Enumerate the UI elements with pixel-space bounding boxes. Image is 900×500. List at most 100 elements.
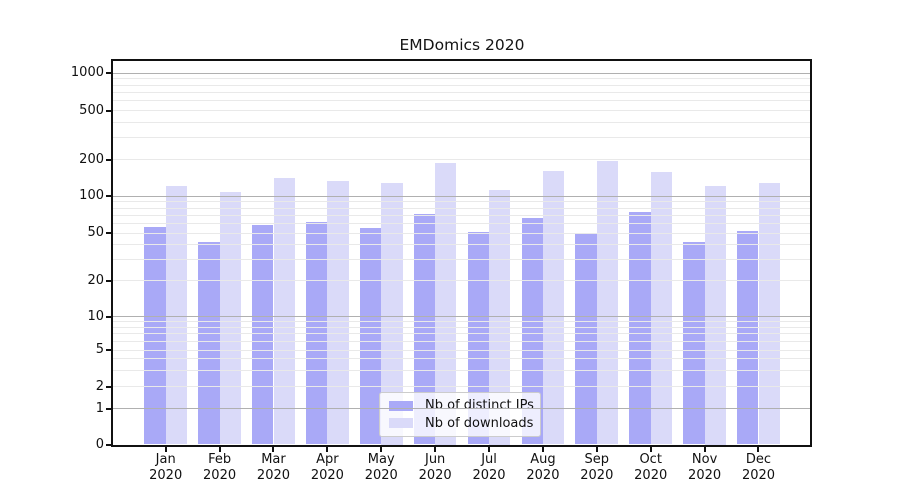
gridline-80	[113, 207, 810, 209]
ytick-mark-50	[106, 232, 111, 235]
xtick-label-dec: Dec 2020	[718, 452, 798, 483]
gridline-1000	[113, 72, 810, 74]
xtick-month: Jun	[424, 452, 446, 467]
xtick-label-sep: Sep 2020	[557, 452, 637, 483]
xtick-month: May	[367, 452, 395, 467]
ytick-label-200: 200	[79, 151, 104, 167]
xtick-label-oct: Oct 2020	[611, 452, 691, 483]
xtick-mark-dec	[757, 447, 760, 452]
xtick-mark-may	[380, 447, 383, 452]
gridline-7	[113, 333, 810, 335]
ytick-mark-0	[106, 444, 111, 446]
gridline-6	[113, 340, 810, 342]
bar-mar-distinct-ips	[252, 225, 274, 445]
gridline-9	[113, 321, 810, 323]
gridline-90	[113, 201, 810, 203]
xtick-mark-feb	[218, 447, 221, 452]
bar-oct-distinct-ips	[629, 212, 651, 445]
ytick-mark-1	[106, 407, 111, 410]
bar-jan-downloads	[165, 186, 188, 445]
xtick-label-feb: Feb 2020	[180, 452, 260, 483]
gridline-30	[113, 259, 810, 261]
xtick-label-jul: Jul 2020	[449, 452, 529, 483]
xtick-mark-jul	[488, 447, 491, 452]
ytick-mark-100	[106, 195, 111, 197]
bar-oct-downloads	[650, 171, 673, 445]
ytick-label-0: 0	[95, 437, 104, 452]
bar-dec-downloads	[758, 182, 780, 445]
bar-jul-distinct-ips	[467, 232, 489, 445]
xtick-label-nov: Nov 2020	[665, 452, 745, 483]
bar-jul-downloads	[489, 190, 511, 445]
xtick-year: 2020	[526, 467, 560, 483]
gridline-10	[113, 316, 810, 318]
ytick-label-20: 20	[87, 272, 104, 288]
ytick-label-500: 500	[79, 102, 104, 118]
xtick-mark-aug	[541, 447, 544, 452]
xtick-mark-apr	[326, 447, 329, 452]
bar-feb-distinct-ips	[198, 242, 220, 445]
xtick-month: Jan	[155, 452, 176, 467]
xtick-year: 2020	[310, 467, 344, 483]
xtick-year: 2020	[634, 467, 668, 483]
bar-may-downloads	[381, 183, 403, 445]
bar-sep-distinct-ips	[575, 233, 597, 445]
bar-jan-distinct-ips	[144, 227, 166, 445]
xtick-year: 2020	[364, 467, 398, 483]
bar-nov-distinct-ips	[683, 242, 705, 445]
xtick-label-apr: Apr 2020	[287, 452, 367, 483]
xtick-month: Aug	[530, 452, 556, 467]
xtick-month: Mar	[261, 452, 286, 467]
legend-label-downloads: Nb of downloads	[425, 415, 534, 431]
bar-dec-distinct-ips	[737, 231, 759, 445]
gridline-60	[113, 222, 810, 224]
gridline-4	[113, 358, 810, 360]
xtick-mark-sep	[595, 447, 598, 452]
bar-apr-downloads	[327, 181, 349, 445]
xtick-month: Dec	[745, 452, 772, 467]
ytick-mark-20	[106, 279, 111, 282]
ytick-label-10: 10	[87, 308, 104, 324]
xtick-year: 2020	[149, 467, 183, 483]
chart-title: EMDomics 2020	[399, 36, 525, 54]
ytick-mark-1000	[106, 72, 111, 75]
ytick-label-1: 1	[95, 400, 104, 416]
bar-feb-downloads	[219, 191, 241, 445]
gridline-40	[113, 244, 810, 246]
ytick-mark-5	[106, 349, 111, 351]
legend-swatch-downloads	[389, 418, 413, 429]
gridline-50	[113, 232, 810, 234]
xtick-label-jun: Jun 2020	[395, 452, 475, 483]
xtick-month: Oct	[639, 452, 662, 467]
gridline-800	[113, 84, 810, 86]
ytick-mark-2	[106, 385, 111, 388]
xtick-year: 2020	[418, 467, 452, 483]
xtick-mark-jun	[434, 447, 437, 452]
gridline-20	[113, 280, 810, 282]
xtick-year: 2020	[741, 467, 776, 483]
bar-sep-downloads	[596, 161, 619, 445]
gridline-5	[113, 349, 810, 351]
gridline-100	[113, 195, 810, 197]
legend: Nb of distinct IPs Nb of downloads	[379, 392, 541, 437]
bar-aug-downloads	[542, 171, 565, 445]
ytick-label-5: 5	[95, 342, 104, 357]
xtick-year: 2020	[580, 467, 614, 483]
ytick-label-2: 2	[95, 378, 104, 394]
gridline-300	[113, 137, 810, 139]
xtick-month: Apr	[316, 452, 339, 467]
gridline-8	[113, 326, 810, 328]
bar-aug-distinct-ips	[521, 217, 543, 445]
gridline-900	[113, 78, 810, 80]
gridline-200	[113, 159, 810, 160]
xtick-mark-nov	[703, 447, 706, 452]
ytick-label-100: 100	[79, 188, 104, 203]
ytick-mark-10	[106, 315, 111, 318]
legend-row-distinct-ips: Nb of distinct IPs	[389, 397, 534, 414]
xtick-label-aug: Aug 2020	[503, 452, 583, 483]
xtick-mark-mar	[272, 447, 275, 452]
gridline-1	[113, 408, 810, 410]
bar-may-distinct-ips	[359, 228, 382, 445]
xtick-label-may: May 2020	[341, 452, 421, 483]
